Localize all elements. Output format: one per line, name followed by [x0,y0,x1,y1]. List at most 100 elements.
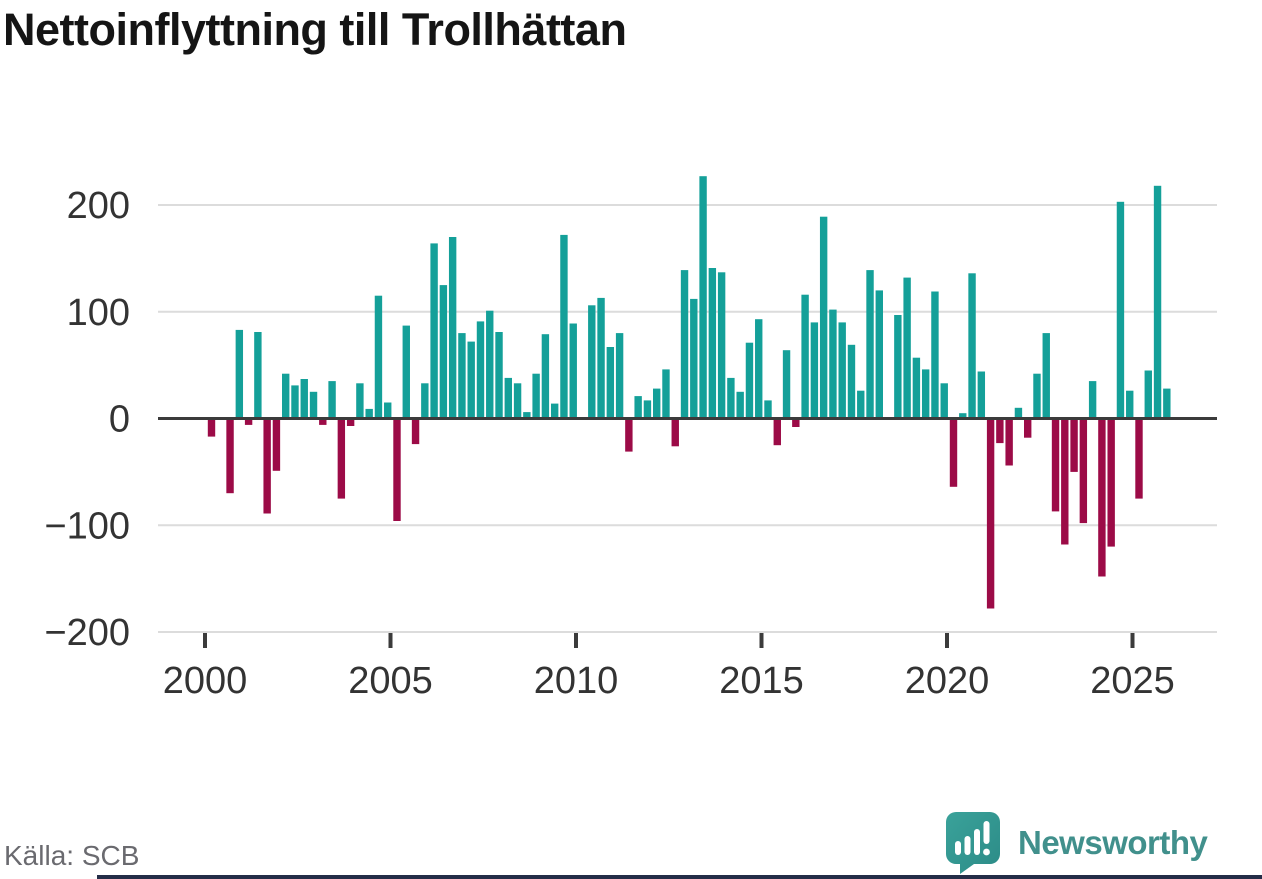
bar [606,347,615,419]
bar [495,332,503,419]
bar [263,418,271,514]
bar [458,333,466,419]
speech-bubble-shape [946,812,1000,874]
bar [541,334,550,419]
y-tick-label: −100 [44,505,130,547]
bar [838,322,846,419]
bar [894,315,902,419]
x-tick-label: 2000 [163,660,248,702]
bar [1070,418,1078,472]
bar [615,333,624,419]
brand-name: Newsworthy [1018,824,1208,861]
bar [337,418,346,499]
bar [402,325,410,419]
bar [699,176,707,419]
bar [486,310,494,419]
bar [829,309,837,419]
bar [810,322,819,419]
bar [773,418,781,446]
bar [801,294,809,419]
bar [782,350,791,419]
y-tick-label: 100 [67,292,130,334]
bar [393,418,401,521]
bar [439,285,448,419]
bar [996,418,1004,444]
y-grid: 200 100 0 −100 −200 [44,185,1217,654]
bar [847,344,856,419]
bar [411,418,420,445]
bar [708,268,717,419]
bar [959,413,967,419]
brand-footer: Newsworthy [944,810,1262,876]
bar [1014,407,1023,419]
bar [254,332,262,419]
y-tick-label: −200 [44,612,130,654]
y-tick-label: 0 [109,399,130,441]
bar [690,298,698,419]
bar [634,396,642,419]
bar [523,412,531,419]
newsworthy-logo-icon [946,812,1000,874]
bar [653,388,661,419]
bar [1135,418,1143,499]
bar [662,369,670,419]
bar [1126,390,1134,419]
bar [745,342,754,419]
bar [207,418,216,437]
source-caption: Källa: SCB [4,840,140,871]
bar [272,418,281,471]
bar [309,391,318,419]
bar [448,237,457,419]
bar [588,305,596,419]
bar [1098,418,1106,577]
page-title: Nettoinflyttning till Trollhättan [3,4,627,55]
bar [1061,418,1069,545]
bar [356,383,364,419]
bar [819,216,828,419]
bar [550,403,559,419]
bar [1051,418,1060,512]
bar [346,418,355,426]
bar [857,390,865,419]
y-tick-label: 200 [67,185,130,227]
bar [597,297,605,419]
bar [680,270,689,419]
bars [207,176,1171,609]
bar [1079,418,1088,524]
bar [291,385,299,419]
bar [300,379,308,419]
bar [931,291,939,419]
bar [921,369,930,419]
bar [736,391,744,419]
bar [1088,381,1097,419]
bar [244,418,253,425]
bar [421,383,429,419]
bar [727,377,735,419]
bar-chart: 200 100 0 −100 −200 2000 2005 2010 2015 2020 2025 [44,176,1217,702]
bar [319,418,327,425]
bar [912,357,921,419]
bar-chart-glyph [955,821,990,856]
bar [504,377,512,419]
bar [569,323,577,419]
exclamation-dot [983,848,990,856]
bar [977,371,986,419]
bar [1163,388,1171,419]
bar [671,418,679,447]
bar [968,273,976,419]
bar [513,383,522,419]
bar [625,418,633,452]
x-tick-label: 2025 [1090,660,1175,702]
bar [1107,418,1115,547]
x-tick-label: 2010 [534,660,619,702]
bar [949,418,958,487]
bar [476,321,485,419]
bar [365,408,373,419]
bar [235,329,244,419]
bar [467,341,475,419]
bar [282,373,290,419]
bar [940,383,948,419]
bar [875,290,883,419]
bar [1024,418,1032,438]
bar [643,400,652,419]
